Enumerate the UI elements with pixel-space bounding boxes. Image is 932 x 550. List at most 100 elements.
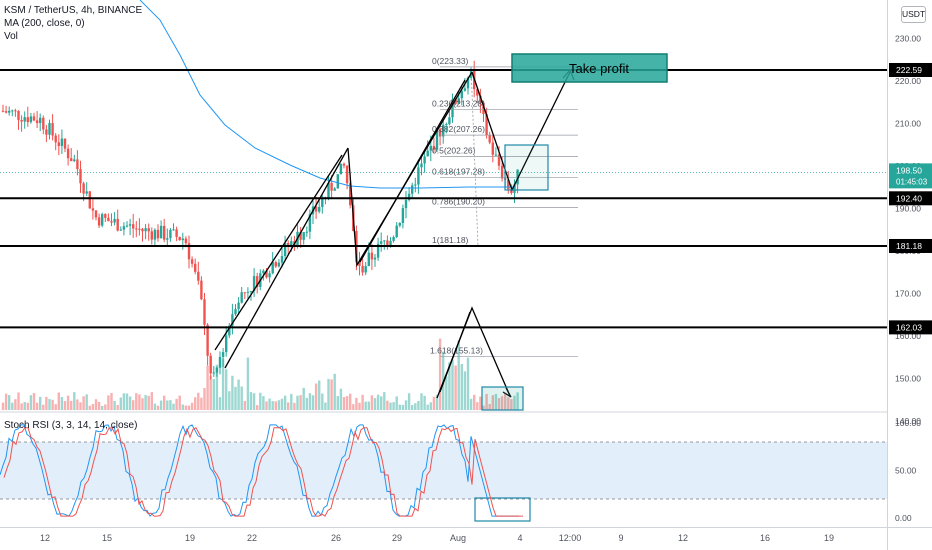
- ma-indicator-label[interactable]: MA (200, close, 0): [4, 18, 85, 29]
- fib-level-label: 0.236(213.28): [432, 99, 485, 109]
- candle-body: [231, 314, 234, 326]
- candle-body: [318, 206, 321, 212]
- fib-level-label: 0.618(197.28): [432, 167, 485, 177]
- volume-bar: [500, 396, 504, 410]
- volume-bar: [445, 376, 448, 410]
- volume-bar: [417, 401, 420, 410]
- candle-body: [321, 198, 324, 207]
- candle-body: [401, 208, 405, 224]
- horizontal-levels[interactable]: [0, 68, 887, 329]
- volume-bar: [11, 402, 14, 410]
- volume-indicator-label[interactable]: Vol: [4, 31, 18, 42]
- candle-body: [460, 90, 463, 99]
- price-tick-label: 230.00: [895, 34, 921, 44]
- volume-bar: [277, 400, 281, 410]
- candle-body: [262, 270, 265, 274]
- volume-bar: [225, 369, 228, 410]
- volume-bar: [104, 404, 107, 410]
- volume-bar: [345, 396, 349, 410]
- volume-bar: [476, 402, 479, 410]
- volume-bar: [20, 403, 23, 410]
- moving-average-line: [139, 0, 515, 189]
- candle-body: [336, 174, 339, 189]
- volume-bar: [330, 379, 333, 410]
- candle-body: [404, 199, 408, 209]
- symbol-title[interactable]: KSM / TetherUS, 4h, BINANCE: [4, 5, 143, 16]
- candle-body: [166, 238, 169, 240]
- volume-bar: [407, 393, 411, 410]
- volume-bar: [246, 357, 250, 410]
- volume-bar: [342, 397, 346, 410]
- volume-bar: [141, 398, 144, 410]
- candle-body: [169, 229, 172, 239]
- volume-bar: [404, 400, 408, 410]
- level-price-badge: [889, 238, 932, 253]
- volume-bar: [135, 393, 138, 410]
- volume-bar: [432, 396, 436, 410]
- volume-bar: [349, 393, 352, 410]
- volume-trend: [439, 311, 471, 393]
- candle-body: [252, 276, 256, 291]
- volume-bar: [507, 397, 510, 410]
- uptrend-line-1: [224, 147, 349, 369]
- price-tick-label: 210.00: [895, 119, 921, 129]
- candle-body: [14, 110, 17, 112]
- volume-bar: [429, 402, 432, 410]
- candle-body: [221, 352, 225, 357]
- time-axis-label: 9: [618, 533, 623, 543]
- take-profit-box: [511, 53, 668, 83]
- trend-drawings[interactable]: Take profit: [214, 53, 668, 522]
- volume-bar: [333, 373, 336, 410]
- volume-bar: [51, 399, 54, 410]
- volume-bar: [290, 393, 293, 410]
- candle-body: [178, 236, 181, 241]
- volume-bar: [367, 401, 370, 410]
- fib-level-label: 0.786(190.20): [432, 197, 485, 207]
- volume-bar: [79, 402, 82, 410]
- volume-bar: [482, 405, 485, 410]
- volume-bar: [401, 404, 405, 410]
- volume-bar: [107, 395, 110, 410]
- volume-bar: [504, 393, 507, 410]
- candle-body: [383, 240, 386, 242]
- volume-bar: [426, 404, 429, 410]
- candle-body: [358, 262, 361, 266]
- candle-body: [256, 276, 259, 287]
- volume-bar: [26, 402, 29, 410]
- price-tick-label: 190.00: [895, 204, 921, 214]
- volume-bar: [234, 386, 237, 410]
- candle-body: [17, 110, 20, 120]
- currency-button[interactable]: USDT: [901, 6, 926, 23]
- volume-bar: [48, 399, 51, 410]
- volume-bar: [215, 364, 219, 410]
- candle-body: [190, 259, 194, 264]
- volume-bar: [42, 404, 45, 410]
- candle-body: [60, 138, 64, 146]
- stoch-zone-box: [474, 497, 531, 522]
- level-price-label: 222.59: [896, 65, 922, 75]
- volume-bar: [70, 400, 73, 410]
- volume-bar: [85, 394, 88, 410]
- volume-bar: [187, 405, 191, 410]
- volume-bar: [128, 396, 132, 410]
- candle-body: [104, 214, 107, 218]
- candle-body: [435, 129, 439, 150]
- time-axis-label: 12: [678, 533, 688, 543]
- volume-bar: [373, 398, 377, 410]
- candle-body: [8, 110, 11, 113]
- candle-body: [88, 191, 91, 209]
- candle-body: [491, 142, 494, 155]
- volume-bar: [283, 395, 287, 410]
- volume-bar: [169, 400, 172, 410]
- candle-body: [200, 280, 203, 300]
- level-price-label: 181.18: [896, 241, 922, 251]
- stoch-rsi-label[interactable]: Stoch RSI (3, 3, 14, 14, close): [4, 420, 138, 431]
- candle-body: [63, 138, 67, 149]
- volume-bar: [144, 395, 147, 410]
- price-badges: 198.50 01:45:03 222.59 192.40 181.18 162.03: [889, 62, 932, 335]
- candle-body: [39, 117, 42, 124]
- volume-bar: [175, 398, 178, 410]
- candle-body: [367, 252, 370, 267]
- volume-bar: [153, 403, 157, 410]
